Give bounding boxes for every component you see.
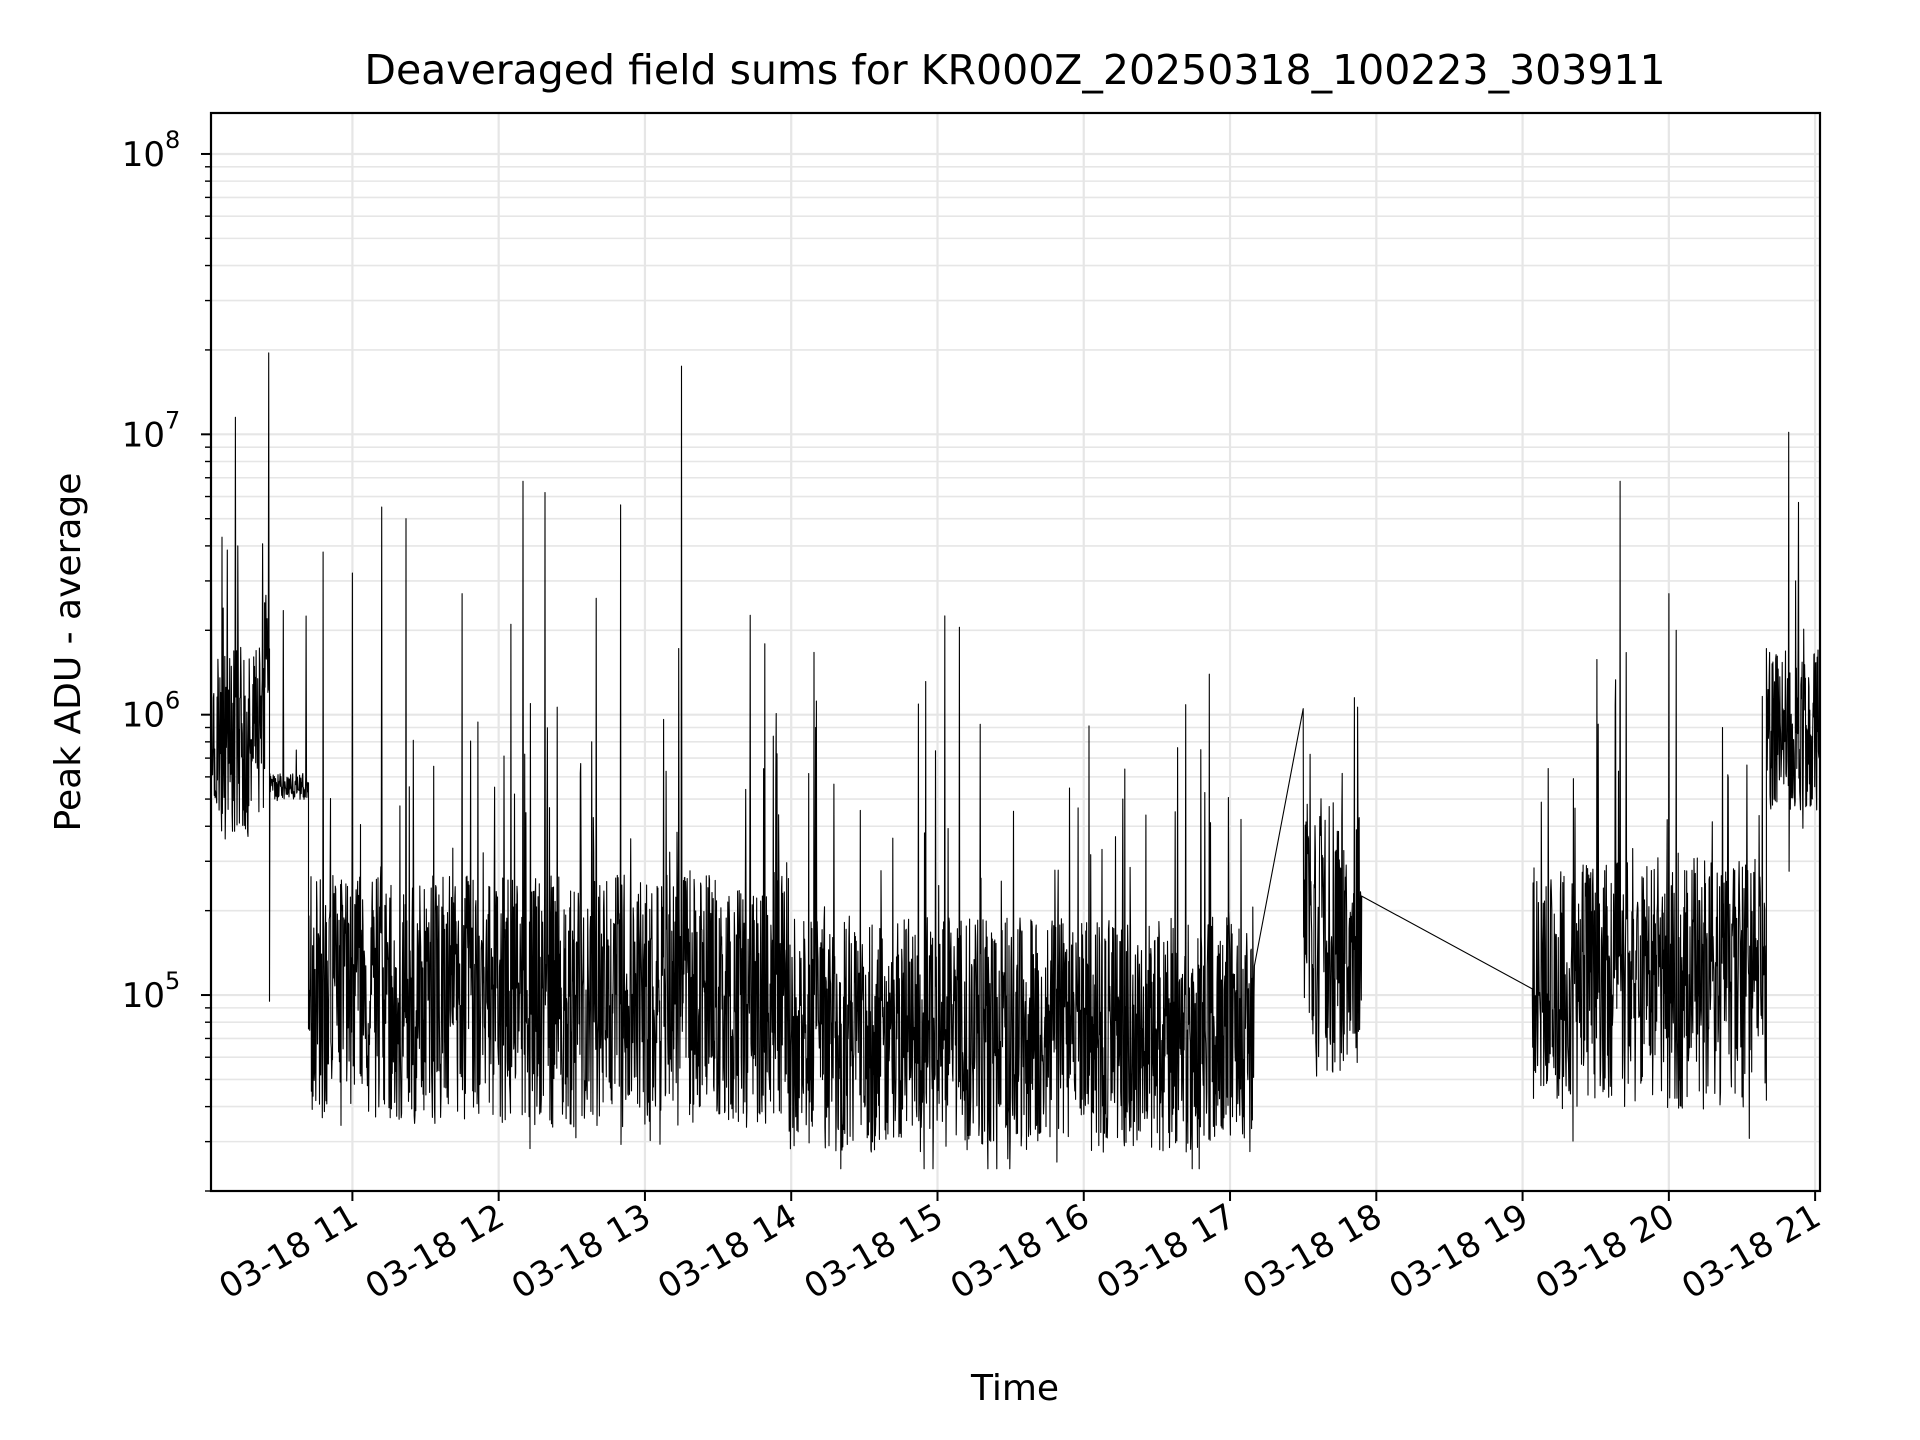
- x-tick-label: 03-18 20: [1529, 1196, 1681, 1307]
- y-axis: 105 106 107 108: [122, 126, 211, 1192]
- x-tick-label: 03-18 17: [1090, 1196, 1242, 1307]
- y-tick-label: 105: [122, 967, 181, 1016]
- x-tick-label: 03-18 13: [505, 1196, 657, 1307]
- x-tick-label: 03-18 19: [1383, 1196, 1535, 1307]
- plot-area: [211, 166, 1820, 1170]
- y-tick-label: 106: [122, 687, 181, 736]
- x-tick-label: 03-18 11: [213, 1196, 365, 1307]
- x-tick-label: 03-18 18: [1236, 1196, 1388, 1307]
- x-tick-label: 03-18 21: [1675, 1196, 1827, 1307]
- plot-frame: [209, 111, 1822, 1193]
- y-axis-label: Peak ADU - average: [48, 473, 89, 832]
- series-line: [211, 166, 1820, 1170]
- x-tick-label: 03-18 16: [944, 1196, 1096, 1307]
- chart-title: Deaveraged field sums for KR000Z_2025031…: [364, 46, 1665, 94]
- y-tick-label: 107: [122, 406, 181, 455]
- x-tick-label: 03-18 12: [359, 1196, 511, 1307]
- y-tick-label: 108: [122, 126, 181, 175]
- x-tick-label: 03-18 14: [651, 1196, 803, 1307]
- x-axis-label: Time: [970, 1368, 1059, 1409]
- x-tick-label: 03-18 15: [798, 1196, 950, 1307]
